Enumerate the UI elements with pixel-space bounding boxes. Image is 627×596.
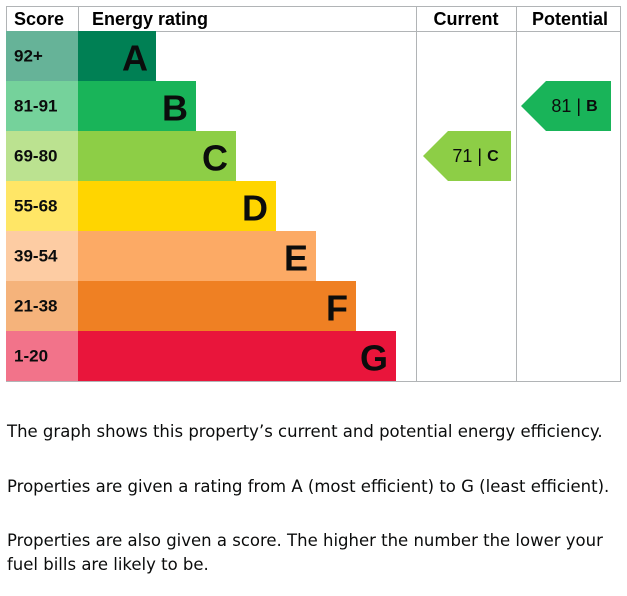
score-label: 69-80	[14, 147, 57, 166]
potential-arrow	[521, 81, 611, 131]
rating-letter: G	[360, 338, 388, 379]
score-cell	[6, 281, 78, 331]
score-label: 1-20	[14, 347, 48, 366]
rating-bar	[78, 181, 276, 231]
current-part: C	[487, 148, 499, 165]
rating-bar	[78, 281, 356, 331]
potential-part: B	[586, 98, 598, 115]
paragraph: Properties are given a rating from A (mo…	[7, 477, 610, 496]
score-cell	[6, 81, 78, 131]
rating-bar	[78, 131, 236, 181]
rating-bar	[78, 331, 396, 381]
score-label: 81-91	[14, 97, 57, 116]
score-label: 92+	[14, 47, 43, 66]
rating-letter: F	[326, 288, 348, 329]
potential-part: 81	[551, 96, 571, 116]
rating-letter: C	[202, 138, 228, 179]
rating-bar	[78, 231, 316, 281]
rating-letter: D	[242, 188, 268, 229]
rating-letter: B	[162, 88, 188, 129]
score-cell	[6, 131, 78, 181]
score-label: 21-38	[14, 297, 57, 316]
score-label: 39-54	[14, 247, 58, 266]
score-cell	[6, 31, 78, 81]
header-rating: Energy rating	[92, 9, 208, 29]
score-cell	[6, 231, 78, 281]
chart: Score Energy rating Current Potential 92…	[6, 6, 621, 382]
score-cell	[6, 181, 78, 231]
score-label: 55-68	[14, 197, 57, 216]
rating-bar	[78, 31, 156, 81]
header-current: Current	[433, 9, 498, 29]
potential-part: |	[576, 96, 581, 116]
header-score: Score	[14, 9, 64, 29]
current-part: 71	[452, 146, 472, 166]
rating-letter: E	[284, 238, 308, 279]
potential-label: 81 | B	[551, 96, 597, 116]
rating-letter: A	[122, 38, 148, 79]
current-arrow	[423, 131, 511, 181]
paragraph: Properties are also given a score. The h…	[7, 531, 603, 574]
rating-bar	[78, 81, 196, 131]
header-potential: Potential	[532, 9, 608, 29]
current-label: 71 | C	[452, 146, 499, 166]
score-cell	[6, 331, 78, 381]
current-part: |	[477, 146, 482, 166]
paragraph: The graph shows this property’s current …	[7, 422, 603, 441]
